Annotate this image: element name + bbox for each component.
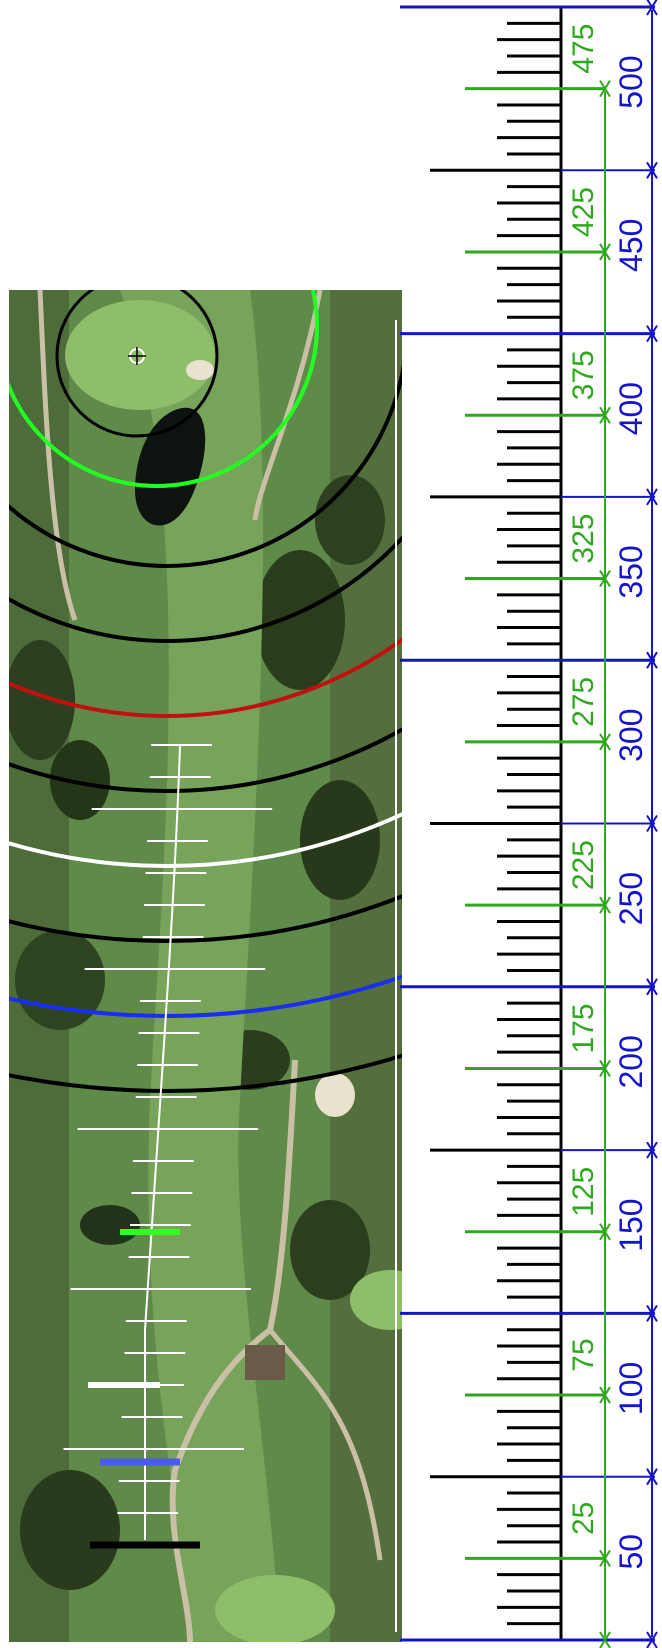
arrow-icon [646,1148,658,1159]
arrow-icon [646,821,658,833]
ruler-label-green: 75 [567,1338,600,1371]
arrow-icon [646,984,658,996]
range-arcs [9,290,402,1093]
arrow-icon [646,168,658,179]
ruler-label-blue: 500 [613,55,649,108]
arrow-icon [646,1638,658,1648]
range-arc-black [9,363,402,568]
ruler-label-blue: 450 [613,219,649,272]
ruler-label-blue: 250 [613,872,649,925]
range-arc-lime [9,290,319,488]
range-arc-red [9,637,402,718]
arrow-icon [599,250,611,261]
cart-path [268,1328,383,1561]
arrow-icon [599,1066,611,1077]
ruler-label-green: 475 [567,24,600,74]
putting-green [65,300,215,410]
arrow-icon [599,903,611,914]
range-arc-black [9,535,402,643]
ruler-label-blue: 300 [613,709,649,762]
ruler-label-green: 375 [567,350,600,400]
ruler-label-blue: 350 [613,545,649,598]
arrow-icon [599,1393,611,1404]
arrow-icon [646,5,658,16]
tee-markers [88,1229,200,1549]
arrow-icon [646,1311,658,1322]
arrow-icon [599,1638,611,1648]
ruler-label-green: 225 [567,840,600,890]
ruler-label-green: 25 [567,1502,600,1535]
ruler-label-blue: 150 [613,1198,649,1251]
bunker [186,360,214,380]
cart-path [252,290,323,521]
arrow-icon [599,576,611,588]
putting-green [215,1575,335,1642]
ruler-label-blue: 50 [613,1534,649,1570]
pond [135,407,206,526]
range-ring [55,290,219,438]
arrow-icon [646,1474,658,1486]
ruler-label-blue: 200 [613,1035,649,1088]
arrow-icon [646,495,658,506]
arrow-icon [599,1229,611,1241]
arrow-icon [599,1556,611,1567]
range-arc-black [9,1053,402,1093]
arrow-icon [646,658,658,669]
ruler-label-green: 425 [567,187,600,237]
cart-path [37,290,78,621]
bunker [315,1073,355,1117]
ruler-label-blue: 400 [613,382,649,435]
range-arc-white [9,811,402,868]
range-arc-black [9,894,402,943]
ruler-label-blue: 100 [613,1362,649,1415]
ruler-label-green: 175 [567,1003,600,1053]
building [245,1345,285,1380]
ruler-label-green: 125 [567,1167,600,1217]
crosshair-flag-icon [128,347,146,365]
range-arc-blue [9,974,402,1018]
arrow-icon [646,331,658,343]
fairway-yardage-ladder [63,744,273,1540]
arrow-icon [599,86,611,98]
fairway [120,290,280,1642]
arrow-icon [599,413,611,424]
putting-green [350,1270,402,1330]
cart-path [169,1059,298,1642]
range-arc-black [9,727,402,793]
ruler-label-green: 275 [567,677,600,727]
ruler-label-green: 325 [567,514,600,564]
arrow-icon [599,739,611,751]
